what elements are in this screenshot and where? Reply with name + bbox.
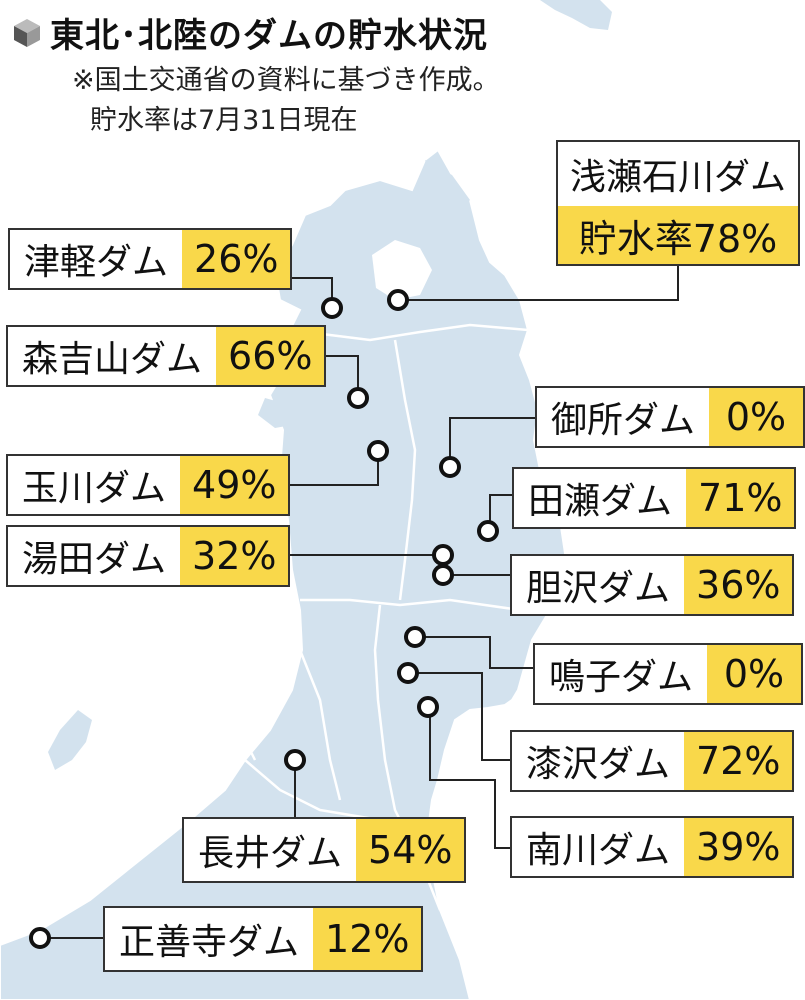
marker-tamagawa: [367, 440, 389, 462]
dam-label-urushizawa: 漆沢ダム 72%: [510, 730, 795, 792]
marker-nagai: [284, 749, 306, 771]
leader-urushizawa: [408, 672, 510, 761]
dam-value: 39%: [684, 818, 793, 876]
marker-naruko: [404, 626, 426, 648]
page-title: 東北･北陸のダムの貯水状況: [50, 16, 488, 56]
dam-value: 26%: [182, 230, 291, 288]
dam-name: 長井ダム: [184, 819, 357, 881]
marker-asase: [387, 289, 409, 311]
dam-value: 貯水率78%: [558, 206, 799, 264]
dam-name: 森吉山ダム: [8, 327, 217, 385]
cube-icon: [14, 18, 40, 47]
dam-name: 胆沢ダム: [512, 556, 685, 614]
dam-value: 49%: [180, 456, 289, 514]
dam-label-yuda: 湯田ダム 32%: [6, 525, 291, 587]
marker-yuda: [432, 544, 454, 566]
peninsula: [425, 160, 470, 215]
title-block: 東北･北陸のダムの貯水状況 ※国土交通省の資料に基づき作成。 貯水率は7月31日…: [10, 8, 500, 141]
marker-gosho: [439, 456, 461, 478]
dam-label-nagai: 長井ダム 54%: [182, 817, 467, 883]
marker-tase: [477, 520, 499, 542]
source-note: ※国土交通省の資料に基づき作成。: [72, 65, 500, 96]
sado-island: [48, 710, 92, 770]
title-row: 東北･北陸のダムの貯水状況: [10, 8, 500, 57]
dam-value: 0%: [707, 645, 802, 703]
dam-markers: [29, 289, 499, 949]
marker-minamikawa: [417, 696, 439, 718]
dam-value: 32%: [180, 527, 289, 585]
marker-tsugaru: [321, 297, 343, 319]
dam-value: 36%: [684, 556, 793, 614]
dam-value: 66%: [216, 327, 325, 385]
dam-name: 津軽ダム: [10, 230, 183, 288]
dam-value: 71%: [686, 469, 795, 527]
dam-name: 田瀬ダム: [514, 469, 687, 527]
marker-moriyoshiyama: [347, 387, 369, 409]
leader-gosho: [449, 417, 548, 466]
dam-label-moriyoshiyama: 森吉山ダム 66%: [6, 325, 327, 387]
dam-name: 漆沢ダム: [512, 732, 685, 790]
mutsu-bay: [372, 240, 432, 300]
dam-label-asase: 浅瀬石川ダム 貯水率78%: [556, 140, 801, 266]
leader-tase: [489, 494, 513, 530]
dam-label-gosho: 御所ダム 0%: [535, 386, 805, 448]
dam-name: 正善寺ダム: [105, 908, 314, 970]
dam-label-tsugaru: 津軽ダム 26%: [8, 228, 293, 290]
dam-name: 湯田ダム: [8, 527, 181, 585]
leader-tamagawa: [290, 451, 379, 486]
dam-value: 12%: [313, 908, 422, 970]
dam-label-shozenji: 正善寺ダム 12%: [103, 906, 424, 972]
dam-name: 浅瀬石川ダム: [558, 142, 799, 206]
dam-label-isawa: 胆沢ダム 36%: [510, 554, 795, 616]
dam-name: 鳴子ダム: [535, 645, 708, 703]
marker-shozenji: [29, 927, 51, 949]
dam-value: 72%: [684, 732, 793, 790]
dam-name: 南川ダム: [512, 818, 685, 876]
dam-value: 0%: [709, 388, 804, 446]
marker-urushizawa: [397, 662, 419, 684]
dam-name: 御所ダム: [537, 388, 710, 446]
marker-isawa: [432, 564, 454, 586]
hokkaido-coast: [540, 0, 612, 30]
leader-minamikawa: [429, 708, 510, 849]
dam-label-tamagawa: 玉川ダム 49%: [6, 454, 291, 516]
dam-name: 玉川ダム: [8, 456, 181, 514]
leader-naruko: [415, 636, 533, 669]
dam-label-naruko: 鳴子ダム 0%: [533, 643, 804, 705]
oga-peninsula: [258, 398, 292, 428]
dam-value: 54%: [356, 819, 465, 881]
date-note: 貯水率は7月31日現在: [90, 105, 358, 136]
dam-label-tase: 田瀬ダム 71%: [512, 467, 797, 529]
dam-label-minamikawa: 南川ダム 39%: [510, 816, 795, 878]
